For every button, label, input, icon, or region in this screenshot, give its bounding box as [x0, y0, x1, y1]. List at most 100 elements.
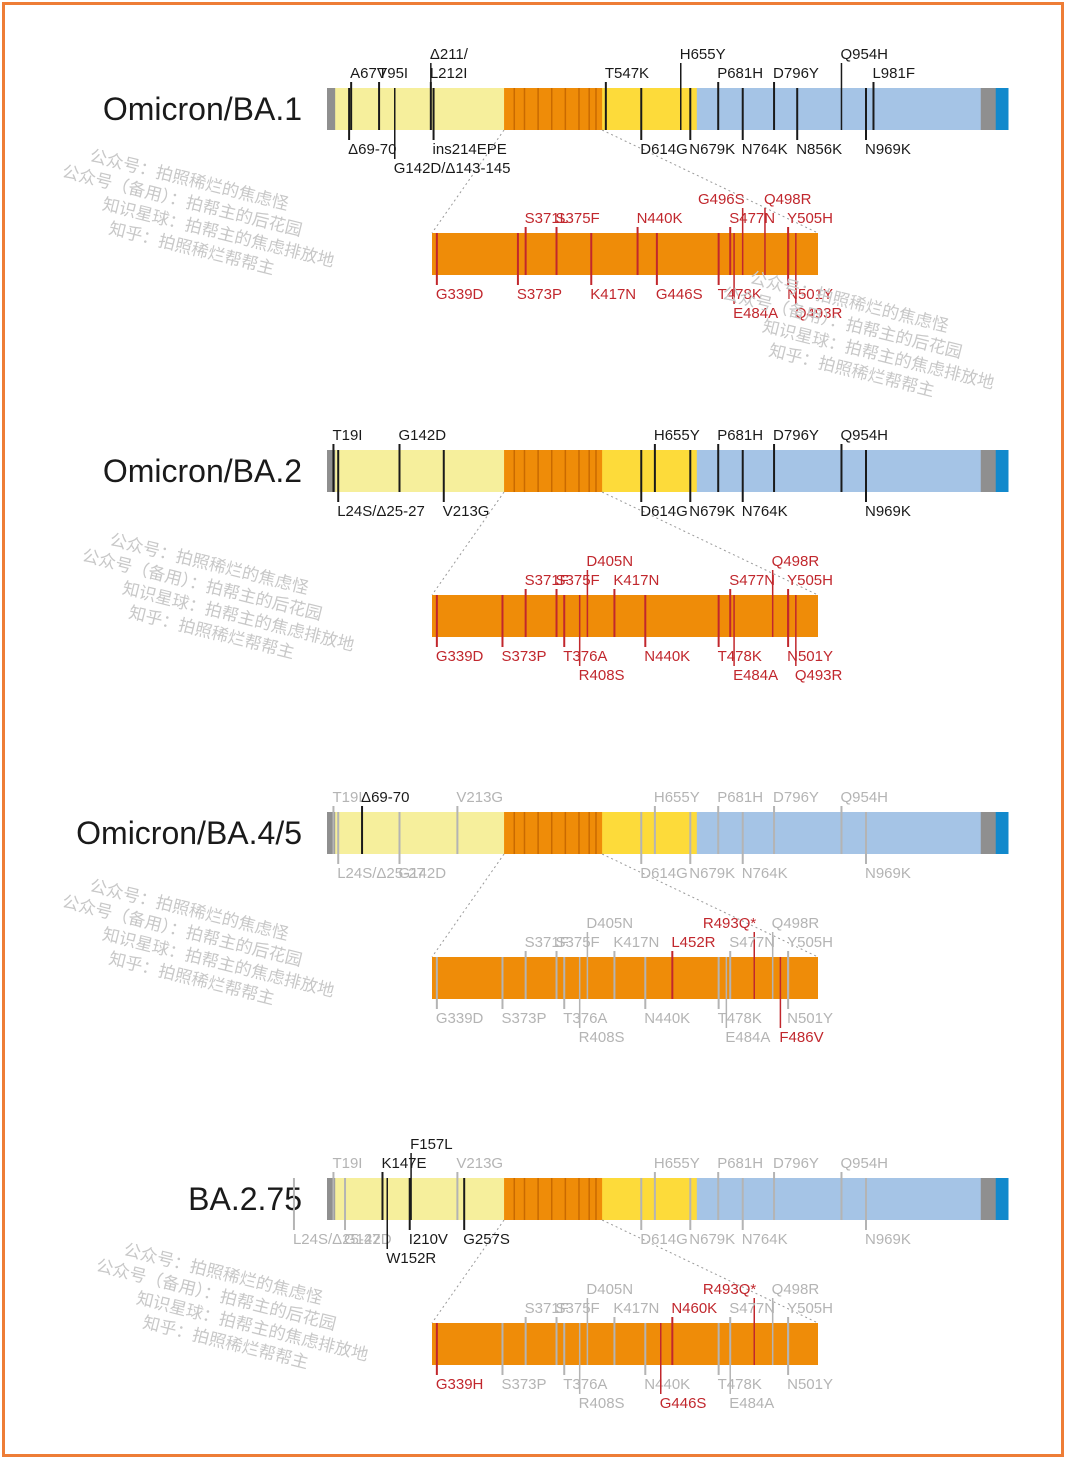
mutation-label: T19I — [332, 789, 362, 806]
mutation-label: Q493R — [795, 667, 843, 684]
mutation-label: N969K — [865, 1231, 911, 1248]
mutation-label: G339D — [436, 648, 484, 665]
mutation-label: G339D — [436, 286, 484, 303]
mutation-label: D796Y — [773, 427, 819, 444]
rbd-zoom-bar — [432, 595, 818, 637]
mutation-label: Q498R — [772, 1281, 820, 1298]
mutation-label: T478K — [718, 648, 762, 665]
mutation-label: K417N — [613, 934, 659, 951]
mutation-label: N969K — [865, 141, 911, 158]
domain-rbd — [504, 1178, 603, 1220]
mutation-label: H655Y — [654, 1155, 700, 1172]
mutation-label: E484A — [733, 667, 778, 684]
mutation-label: T376A — [563, 1376, 607, 1393]
variant-title: BA.2.75 — [188, 1181, 302, 1217]
domain-sd — [602, 88, 698, 130]
domain-rbd — [504, 812, 603, 854]
mutation-label: L212I — [430, 65, 468, 82]
mutation-label: S371F — [525, 572, 569, 589]
mutation-label: D614G — [640, 1231, 688, 1248]
zoom-guide — [431, 853, 505, 958]
mutation-label: R408S — [579, 667, 625, 684]
mutation-label: D405N — [586, 915, 633, 932]
domain-s2 — [696, 1178, 982, 1220]
domain-tm — [980, 1178, 997, 1220]
domain-ct — [995, 1178, 1009, 1220]
mutation-label: G142D/Δ143-145 — [394, 160, 511, 177]
mutation-label: G142D — [399, 865, 447, 882]
mutation-label: N440K — [644, 648, 690, 665]
mutation-label: Δ69-70 — [348, 141, 396, 158]
mutation-label: Q493R — [795, 305, 843, 322]
watermark: 公众号：拍照稀烂的焦虑怪公众号（备用）：拍帮主的后花园知识星球：拍帮主的焦虑排放… — [720, 268, 996, 401]
mutation-label: P681H — [717, 65, 763, 82]
mutation-label: S373P — [517, 286, 562, 303]
mutation-label: G142D — [399, 427, 447, 444]
mutation-label: T478K — [718, 1010, 762, 1027]
mutation-label: D796Y — [773, 1155, 819, 1172]
domain-ntd — [335, 1178, 505, 1220]
domain-sd — [602, 812, 698, 854]
mutation-label: T19I — [332, 1155, 362, 1172]
mutation-label: L24S/Δ25-27 — [337, 865, 425, 882]
rbd-zoom-bar — [432, 1323, 818, 1365]
variant-title: Omicron/BA.4/5 — [76, 815, 302, 851]
mutation-label: S477N — [729, 1300, 775, 1317]
domain-tm — [980, 812, 997, 854]
mutation-label: S375F — [556, 1300, 600, 1317]
mutation-label: G339H — [436, 1376, 484, 1393]
mutation-label: Q498R — [772, 553, 820, 570]
mutation-label: H655Y — [654, 427, 700, 444]
mutation-label: Y505H — [787, 934, 833, 951]
mutation-label: H655Y — [654, 789, 700, 806]
mutation-label: Q954H — [840, 1155, 888, 1172]
mutation-label: R408S — [579, 1395, 625, 1412]
mutation-label: D614G — [640, 865, 688, 882]
mutation-label: S375F — [556, 210, 600, 227]
domain-tm — [980, 450, 997, 492]
mutation-label: Y505H — [787, 1300, 833, 1317]
mutation-label: S371F — [525, 1300, 569, 1317]
domain-s2 — [696, 88, 982, 130]
domain-sd — [602, 1178, 698, 1220]
mutation-label: Q954H — [840, 46, 888, 63]
mutation-label: K417N — [613, 1300, 659, 1317]
mutation-label: N460K — [671, 1300, 717, 1317]
domain-tm — [327, 812, 336, 854]
mutation-label: P681H — [717, 789, 763, 806]
domain-s2 — [696, 450, 982, 492]
mutation-label: S373P — [501, 648, 546, 665]
mutation-label: T95I — [378, 65, 408, 82]
mutation-label: S477N — [729, 572, 775, 589]
zoom-guide — [431, 1219, 505, 1324]
domain-tm — [980, 88, 997, 130]
watermark: 公众号：拍照稀烂的焦虑怪公众号（备用）：拍帮主的后花园知识星球：拍帮主的焦虑排放… — [60, 876, 336, 1009]
mutation-label: V213G — [456, 789, 503, 806]
mutation-label: N679K — [689, 141, 735, 158]
mutation-label: S375F — [556, 934, 600, 951]
mutation-label: G446S — [656, 286, 703, 303]
mutation-label: L24S/Δ25-27 — [337, 503, 425, 520]
mutation-label: S373P — [501, 1376, 546, 1393]
mutation-label: K417N — [613, 572, 659, 589]
figure-frame — [2, 2, 1064, 1457]
mutation-label: T478K — [718, 1376, 762, 1393]
mutation-label: V213G — [443, 503, 490, 520]
mutation-label: G446S — [660, 1395, 707, 1412]
domain-ntd — [335, 450, 505, 492]
rbd-zoom-bar — [432, 957, 818, 999]
mutation-label: E484A — [733, 305, 778, 322]
mutation-label: T547K — [605, 65, 649, 82]
mutation-label: A67V — [350, 65, 387, 82]
mutation-label: F157L — [410, 1136, 453, 1153]
mutation-label: R493Q* — [703, 915, 757, 932]
mutation-label: N764K — [742, 1231, 788, 1248]
mutation-label: G496S — [698, 191, 745, 208]
mutation-label: P681H — [717, 1155, 763, 1172]
mutation-label: P681H — [717, 427, 763, 444]
mutation-label: S375F — [556, 572, 600, 589]
mutation-label: N440K — [637, 210, 683, 227]
mutation-label: N969K — [865, 503, 911, 520]
mutation-label: N501Y — [787, 1010, 833, 1027]
